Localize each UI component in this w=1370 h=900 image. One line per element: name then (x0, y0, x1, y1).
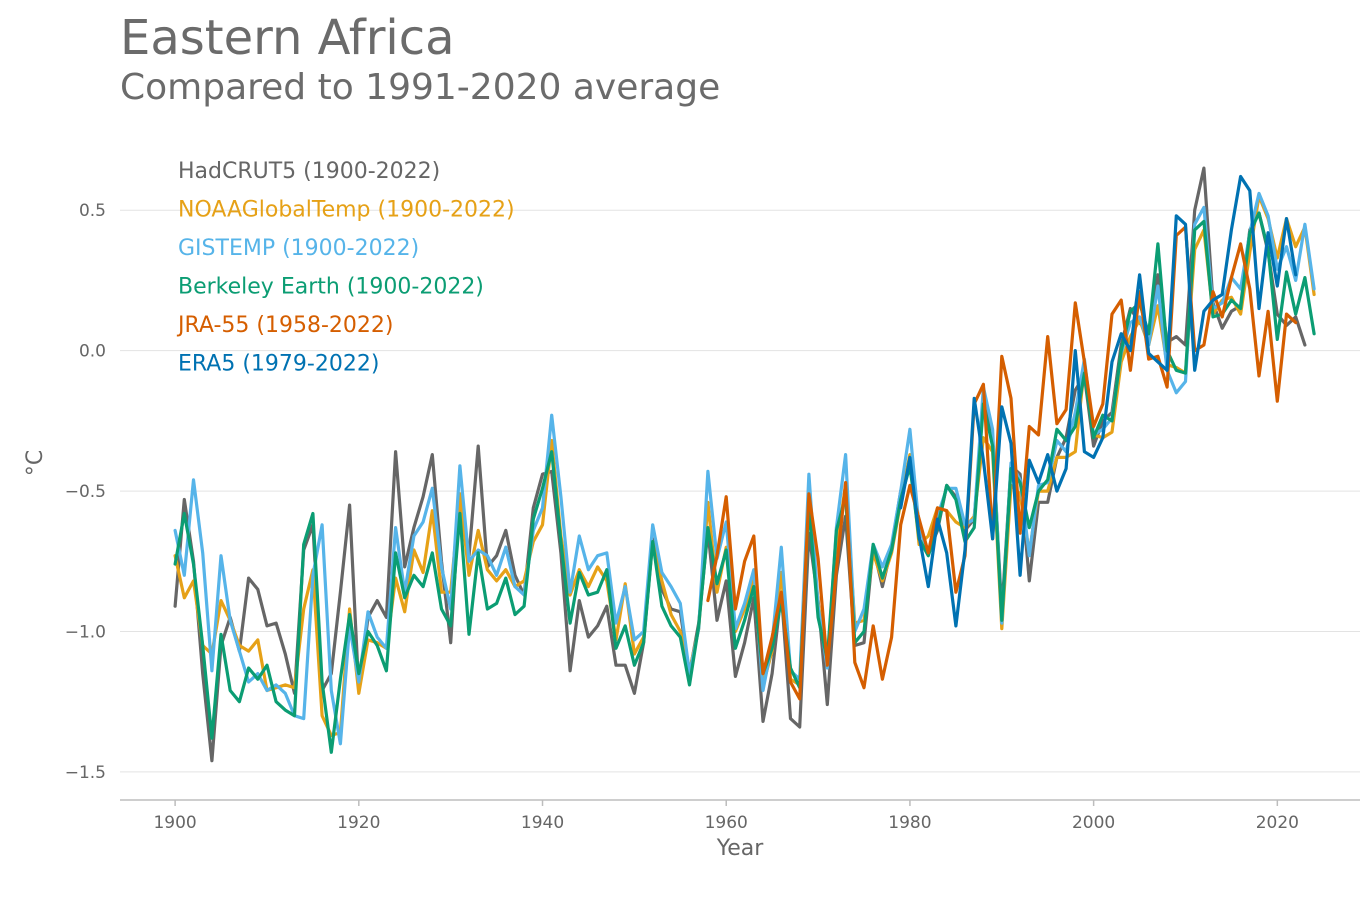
legend-entry: NOAAGlobalTemp (1900-2022) (178, 198, 515, 223)
x-tick-label: 1900 (153, 813, 196, 833)
series-line-noaaglobaltemp (173, 194, 1316, 738)
legend-entry: ERA5 (1979-2022) (178, 352, 379, 377)
series-line-era5 (899, 174, 1298, 628)
legend-entry: Berkeley Earth (1900-2022) (178, 275, 484, 300)
x-axis-label: Year (716, 836, 765, 861)
y-tick-label: 0.0 (79, 342, 106, 362)
y-tick-label: −1.0 (65, 622, 106, 642)
series-lines (173, 166, 1316, 763)
x-tick-label: 1980 (888, 813, 931, 833)
y-tick-label: −1.5 (65, 763, 106, 783)
x-tick-label: 2000 (1072, 813, 1115, 833)
legend: HadCRUT5 (1900-2022) NOAAGlobalTemp (1900… (176, 159, 515, 377)
y-tick-label: 0.5 (79, 201, 106, 221)
legend-entry: JRA-55 (1958-2022) (176, 313, 393, 338)
y-axis-label: °C (23, 450, 48, 476)
x-tick-label: 1920 (337, 813, 380, 833)
y-tick-label: −0.5 (65, 482, 106, 502)
chart-title: Eastern Africa (120, 10, 455, 66)
axes: 0.5 0.0 −0.5 −1.0 −1.5 1900 1920 1940 1960 1980 20… (23, 201, 1360, 861)
chart-subtitle: Compared to 1991-2020 average (120, 67, 721, 108)
legend-entry: GISTEMP (1900-2022) (178, 236, 419, 261)
legend-entry: HadCRUT5 (1900-2022) (178, 159, 440, 184)
x-tick-label: 2020 (1256, 813, 1299, 833)
x-tick-label: 1940 (521, 813, 564, 833)
x-tick-label: 1960 (705, 813, 748, 833)
